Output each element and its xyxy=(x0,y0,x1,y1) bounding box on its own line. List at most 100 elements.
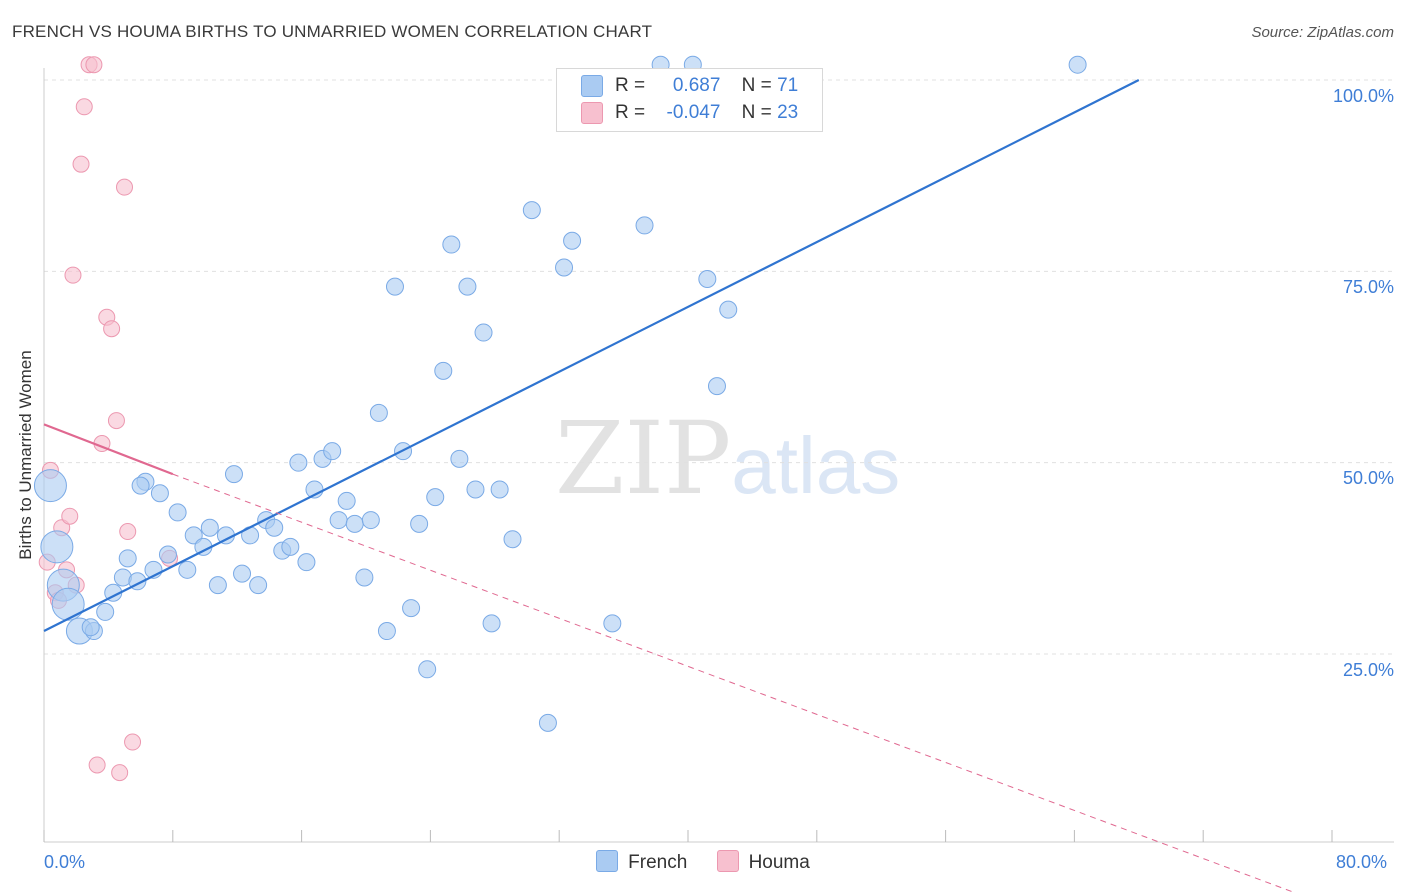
french-point xyxy=(426,488,445,507)
french-point xyxy=(490,480,509,499)
french-point xyxy=(377,622,396,641)
houma-point xyxy=(107,412,125,430)
french-point xyxy=(369,403,388,422)
french-point xyxy=(345,514,364,533)
houma-point xyxy=(85,56,103,74)
french-point xyxy=(698,269,717,288)
french-point xyxy=(40,530,74,564)
french-point xyxy=(224,465,243,484)
houma-point xyxy=(103,320,121,338)
houma-point xyxy=(75,98,93,116)
french-point xyxy=(563,231,582,250)
french-point xyxy=(323,442,342,461)
french-point xyxy=(233,564,252,583)
houma-point xyxy=(124,733,142,751)
french-point xyxy=(503,530,522,549)
french-point xyxy=(538,713,557,732)
source-label: Source: ZipAtlas.com xyxy=(1251,24,1394,41)
french-point xyxy=(361,511,380,530)
houma-legend-label: Houma xyxy=(748,852,810,874)
x-tick-label-max: 80.0% xyxy=(1336,852,1388,872)
french-point xyxy=(33,469,67,503)
french-point xyxy=(297,553,316,572)
houma-n-value: 23 xyxy=(777,102,799,124)
french-point xyxy=(168,503,187,522)
watermark-zip: ZIP xyxy=(555,400,732,517)
french-point xyxy=(719,300,738,319)
french-point xyxy=(118,549,137,568)
watermark-atlas: atlas xyxy=(731,421,901,510)
french-point xyxy=(434,361,453,380)
french-point xyxy=(418,660,437,679)
french-point xyxy=(385,277,404,296)
french-point xyxy=(200,518,219,537)
watermark: ZIPatlas xyxy=(555,400,900,517)
y-tick-label-25: 25.0% xyxy=(1342,660,1394,680)
french-point xyxy=(1068,55,1087,74)
french-n-value: 71 xyxy=(777,75,799,97)
french-point xyxy=(474,323,493,342)
french-point xyxy=(707,377,726,396)
french-point xyxy=(51,587,85,621)
french-point xyxy=(635,216,654,235)
houma-point xyxy=(116,178,133,196)
houma-n-label: N = xyxy=(741,102,772,124)
series-legend: French Houma xyxy=(0,850,1406,874)
french-point xyxy=(522,201,541,220)
chart-title: FRENCH VS HOUMA BIRTHS TO UNMARRIED WOME… xyxy=(12,22,653,41)
houma-point xyxy=(61,507,79,525)
french-point xyxy=(81,618,100,637)
y-axis-label: Births to Unmarried Women xyxy=(16,350,35,560)
french-r-value: 0.687 xyxy=(672,75,721,97)
french-point xyxy=(131,476,150,495)
houma-point xyxy=(111,764,129,782)
houma-trend-extension xyxy=(172,473,1295,892)
french-point xyxy=(337,491,356,510)
french-legend-label: French xyxy=(628,852,688,874)
french-point xyxy=(410,514,429,533)
french-point xyxy=(96,602,115,621)
french-point xyxy=(458,277,477,296)
houma-legend-swatch xyxy=(716,850,739,872)
houma-trend-line xyxy=(43,423,174,476)
y-tick-label-50: 50.0% xyxy=(1342,468,1394,488)
french-point xyxy=(355,568,374,587)
french-point xyxy=(466,480,485,499)
french-point xyxy=(281,537,300,556)
stats-legend: R = 0.687 N = 71 R = -0.047 N = 23 xyxy=(556,68,823,132)
french-point xyxy=(150,484,169,503)
french-point xyxy=(289,453,308,472)
y-tick-label-75: 75.0% xyxy=(1342,277,1394,297)
french-point xyxy=(482,614,501,633)
houma-point xyxy=(119,523,137,541)
houma-point xyxy=(64,266,82,284)
french-n-label: N = xyxy=(741,75,772,97)
houma-r-label: R = xyxy=(615,102,646,124)
french-point xyxy=(158,545,177,564)
french-swatch xyxy=(581,75,603,97)
french-point xyxy=(603,614,622,633)
legend-item-french[interactable]: French xyxy=(596,850,688,874)
french-point xyxy=(178,560,197,579)
french-legend-swatch xyxy=(596,850,619,872)
x-tick-label-min: 0.0% xyxy=(44,852,86,872)
french-point xyxy=(555,258,574,277)
houma-r-value: -0.047 xyxy=(666,102,721,124)
french-point xyxy=(450,449,469,468)
french-trend-line xyxy=(43,79,1140,633)
french-point xyxy=(329,511,348,530)
french-point xyxy=(249,576,268,595)
french-point xyxy=(442,235,461,254)
legend-row-french: R = 0.687 N = 71 xyxy=(581,75,798,101)
french-r-label: R = xyxy=(615,75,646,97)
houma-point xyxy=(72,155,90,173)
legend-item-houma[interactable]: Houma xyxy=(716,850,810,874)
houma-swatch xyxy=(581,102,603,124)
legend-row-houma: R = -0.047 N = 23 xyxy=(581,102,798,128)
french-point xyxy=(265,518,284,537)
y-tick-label-100: 100.0% xyxy=(1332,86,1394,106)
french-point xyxy=(184,526,203,545)
houma-point xyxy=(88,756,106,774)
french-point xyxy=(402,599,421,618)
